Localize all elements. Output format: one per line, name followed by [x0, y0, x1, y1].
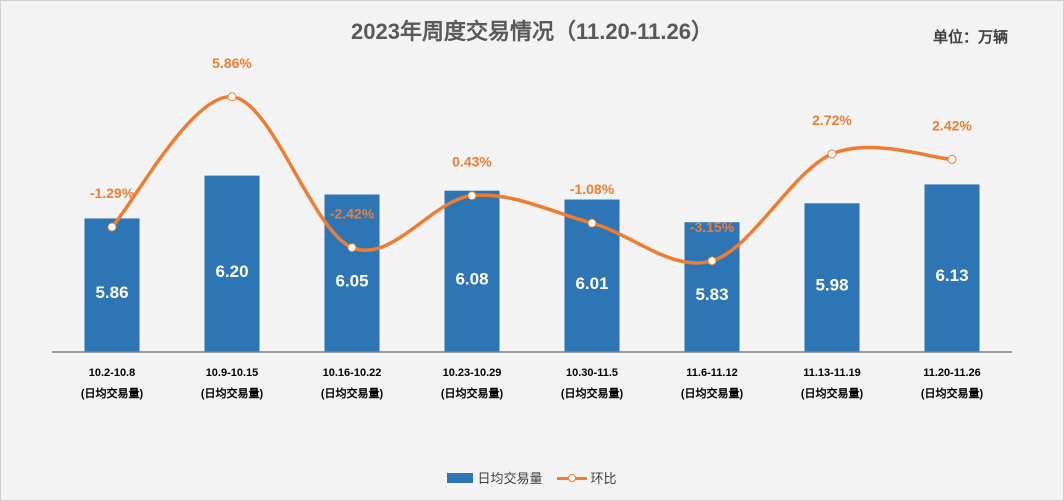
bar-5: [684, 222, 740, 352]
unit-label: 单位：万辆: [932, 29, 1008, 46]
legend: 日均交易量 环比: [0, 468, 1064, 487]
bar-3: [444, 190, 500, 352]
legend-bar-swatch: [447, 472, 474, 483]
line-point-2: [347, 243, 357, 253]
bar-7: [924, 184, 980, 352]
bar-value-label-3: 6.08: [455, 269, 488, 288]
x-tick-label-3: 10.23-10.29: [443, 367, 502, 379]
legend-item-line: 环比: [556, 468, 617, 487]
x-tick-sublabel-5: (日均交易量): [681, 386, 744, 400]
x-tick-label-5: 11.6-11.12: [686, 367, 737, 379]
x-tick-sublabel-7: (日均交易量): [921, 386, 984, 400]
line-point-3: [467, 191, 477, 201]
line-point-1: [227, 92, 237, 102]
chart-title: 2023年周度交易情况（11.20-11.26）: [351, 19, 713, 44]
x-tick-sublabel-1: (日均交易量): [201, 386, 264, 400]
x-tick-sublabel-4: (日均交易量): [561, 386, 624, 400]
x-tick-sublabel-2: (日均交易量): [321, 386, 384, 400]
line-point-6: [827, 149, 837, 159]
line-point-4: [587, 218, 597, 228]
x-tick-sublabel-6: (日均交易量): [801, 386, 864, 400]
bar-value-label-2: 6.05: [335, 271, 368, 290]
line-value-label-0: -1.29%: [90, 185, 135, 201]
x-tick-label-0: 10.2-10.8: [89, 367, 135, 379]
line-value-label-2: -2.42%: [330, 206, 375, 222]
line-point-0: [107, 222, 117, 232]
line-value-label-4: -1.08%: [570, 181, 615, 197]
bar-value-label-7: 6.13: [935, 266, 968, 285]
x-tick-sublabel-0: (日均交易量): [81, 386, 144, 400]
legend-bar-label: 日均交易量: [477, 471, 543, 486]
x-tick-label-7: 11.20-11.26: [923, 367, 981, 379]
bar-value-label-4: 6.01: [575, 274, 608, 293]
bar-1: [204, 175, 260, 352]
bar-value-label-5: 5.83: [695, 285, 728, 304]
bar-0: [84, 218, 140, 352]
line-value-label-7: 2.42%: [932, 117, 972, 133]
bar-2: [324, 194, 380, 352]
x-tick-label-2: 10.16-10.22: [323, 367, 382, 379]
line-value-label-1: 5.86%: [212, 55, 252, 71]
bar-value-label-1: 6.20: [215, 262, 248, 281]
line-point-7: [947, 154, 957, 164]
line-value-label-6: 2.72%: [812, 112, 852, 128]
x-tick-label-4: 10.30-11.5: [566, 367, 618, 379]
x-tick-sublabel-3: (日均交易量): [441, 386, 504, 400]
line-value-label-5: -3.15%: [690, 219, 735, 235]
legend-line-label: 环比: [590, 471, 617, 486]
legend-line-swatch: [556, 473, 587, 483]
x-tick-label-1: 10.9-10.15: [206, 367, 259, 379]
line-point-5: [707, 256, 717, 266]
bar-value-label-6: 5.98: [815, 276, 848, 295]
bar-6: [804, 203, 860, 352]
line-value-label-3: 0.43%: [452, 154, 492, 170]
legend-item-bar: 日均交易量: [447, 468, 543, 487]
bar-value-label-0: 5.86: [95, 283, 128, 302]
x-tick-label-6: 11.13-11.19: [803, 367, 861, 379]
